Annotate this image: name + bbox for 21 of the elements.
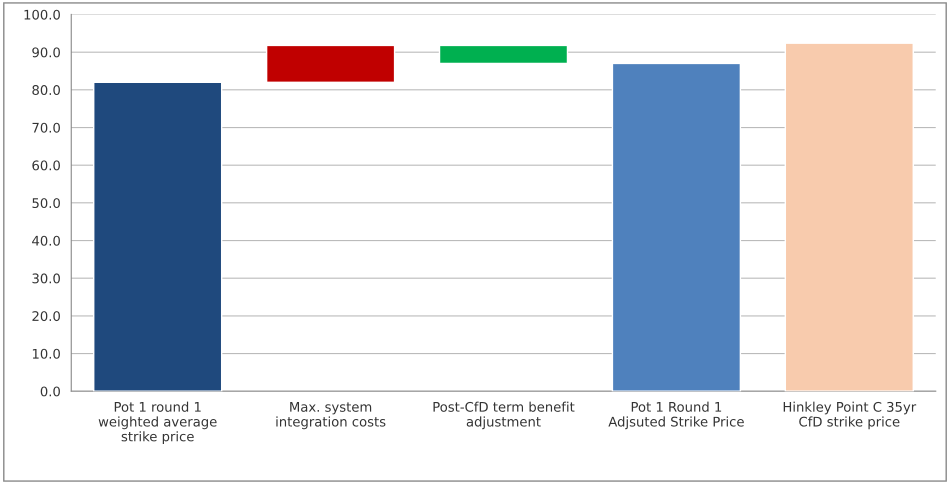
y-tick-label: 50.0 [32, 198, 60, 208]
y-tick-label: 10.0 [32, 348, 60, 359]
bar [612, 62, 742, 392]
x-tick-label: Hinkley Point C 35yr CfD strike price [784, 402, 916, 430]
y-tick-label: 0.0 [40, 386, 60, 396]
x-tick-label: Max. system integration costs [276, 402, 386, 430]
y-tick-label: 20.0 [32, 311, 60, 322]
x-tick-label: Pot 1 Round 1 Adjsuted Strike Price [608, 402, 744, 430]
y-tick-label: 30.0 [32, 273, 60, 284]
bar [784, 42, 914, 392]
bar [266, 44, 396, 83]
y-tick-label: 80.0 [32, 85, 60, 96]
bar [438, 44, 568, 64]
y-tick-label: 60.0 [32, 160, 60, 170]
y-tick-label: 40.0 [32, 236, 60, 246]
x-tick-label: Pot 1 round 1 weighted average strike price [98, 402, 217, 444]
y-tick-label: 100.0 [24, 10, 60, 20]
x-tick-label: Post-CfD term benefit adjustment [434, 402, 574, 430]
y-tick-label: 90.0 [32, 47, 60, 58]
bar [93, 82, 222, 392]
y-tick-label: 70.0 [32, 122, 60, 133]
